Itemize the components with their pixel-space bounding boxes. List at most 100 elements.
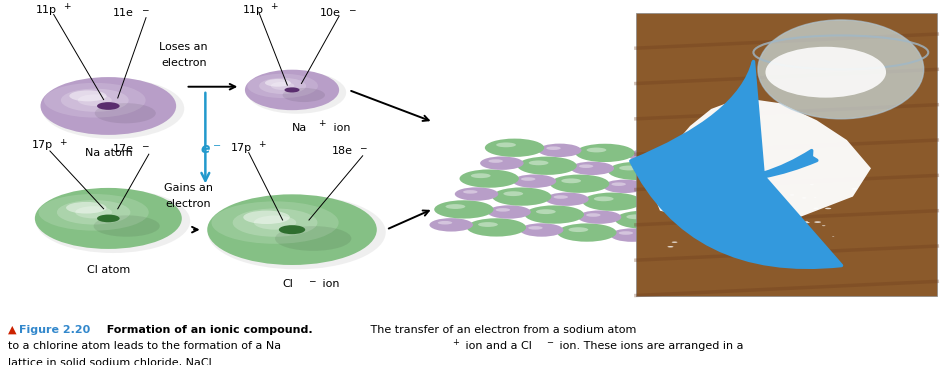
Ellipse shape	[611, 182, 625, 186]
Ellipse shape	[284, 87, 300, 92]
Text: ion: ion	[319, 280, 340, 289]
Text: 11p: 11p	[243, 5, 264, 15]
Ellipse shape	[636, 197, 679, 211]
Text: to a chlorine atom leads to the formation of a Na: to a chlorine atom leads to the formatio…	[8, 341, 281, 351]
Ellipse shape	[755, 241, 759, 242]
Text: −: −	[546, 338, 553, 347]
Ellipse shape	[665, 197, 671, 198]
Text: Formation of an ionic compound.: Formation of an ionic compound.	[99, 325, 313, 335]
Ellipse shape	[758, 20, 924, 119]
Ellipse shape	[478, 222, 498, 227]
Text: Figure 2.20: Figure 2.20	[19, 325, 90, 335]
Polygon shape	[651, 98, 871, 225]
Text: ion and a Cl: ion and a Cl	[462, 341, 531, 351]
Ellipse shape	[804, 221, 808, 222]
Ellipse shape	[628, 149, 672, 162]
Ellipse shape	[247, 71, 347, 114]
Text: Na atom: Na atom	[85, 148, 132, 158]
Ellipse shape	[207, 195, 386, 269]
Text: e: e	[201, 142, 210, 156]
Text: 17p: 17p	[231, 143, 252, 153]
Ellipse shape	[554, 195, 568, 199]
Ellipse shape	[446, 204, 465, 209]
Ellipse shape	[578, 164, 593, 168]
Ellipse shape	[41, 78, 185, 139]
Ellipse shape	[683, 189, 687, 190]
Ellipse shape	[794, 222, 801, 223]
Ellipse shape	[253, 215, 296, 230]
Ellipse shape	[794, 219, 800, 220]
Ellipse shape	[39, 194, 149, 231]
Ellipse shape	[804, 222, 810, 223]
Ellipse shape	[800, 230, 806, 232]
Text: +: +	[452, 338, 459, 347]
Ellipse shape	[693, 203, 698, 204]
Ellipse shape	[619, 231, 633, 235]
Ellipse shape	[697, 192, 704, 193]
Text: Loses an: Loses an	[159, 42, 208, 52]
Ellipse shape	[593, 196, 613, 201]
Ellipse shape	[582, 193, 642, 211]
Ellipse shape	[536, 209, 556, 214]
FancyArrowPatch shape	[202, 93, 209, 181]
Ellipse shape	[766, 47, 886, 98]
Ellipse shape	[545, 192, 589, 206]
Ellipse shape	[615, 211, 674, 229]
Text: electron: electron	[166, 199, 211, 209]
Ellipse shape	[817, 239, 820, 240]
Ellipse shape	[587, 147, 607, 153]
FancyBboxPatch shape	[636, 13, 937, 296]
Ellipse shape	[279, 225, 305, 234]
Ellipse shape	[774, 231, 776, 232]
Ellipse shape	[668, 246, 674, 247]
Ellipse shape	[561, 178, 581, 183]
Ellipse shape	[471, 173, 491, 178]
Ellipse shape	[666, 149, 725, 167]
Ellipse shape	[438, 221, 452, 224]
Ellipse shape	[485, 139, 544, 157]
Ellipse shape	[669, 170, 684, 173]
Ellipse shape	[577, 210, 622, 224]
Ellipse shape	[97, 102, 120, 110]
Text: +: +	[59, 138, 67, 146]
Text: Na: Na	[292, 123, 307, 133]
Ellipse shape	[637, 151, 651, 155]
Ellipse shape	[75, 206, 112, 218]
Ellipse shape	[496, 142, 516, 147]
Ellipse shape	[36, 189, 190, 253]
Ellipse shape	[233, 208, 317, 237]
Ellipse shape	[744, 195, 747, 196]
Ellipse shape	[802, 197, 806, 199]
Ellipse shape	[247, 74, 317, 98]
Ellipse shape	[732, 184, 739, 185]
Ellipse shape	[814, 197, 817, 198]
Text: ▲: ▲	[8, 325, 20, 335]
Text: −: −	[141, 141, 149, 150]
Ellipse shape	[569, 227, 588, 232]
Ellipse shape	[715, 184, 722, 185]
Ellipse shape	[825, 208, 831, 209]
Ellipse shape	[44, 83, 146, 118]
Ellipse shape	[814, 221, 821, 223]
Ellipse shape	[93, 215, 160, 237]
Ellipse shape	[207, 194, 377, 265]
Ellipse shape	[66, 202, 106, 214]
Ellipse shape	[546, 146, 560, 150]
Ellipse shape	[467, 218, 526, 237]
Ellipse shape	[460, 169, 519, 188]
Ellipse shape	[243, 211, 290, 224]
Ellipse shape	[41, 77, 176, 135]
Text: 10e: 10e	[320, 8, 341, 18]
Ellipse shape	[495, 208, 511, 212]
Ellipse shape	[641, 180, 700, 198]
Text: 17e: 17e	[113, 143, 134, 154]
Ellipse shape	[528, 226, 543, 230]
Text: 11p: 11p	[36, 5, 57, 15]
Ellipse shape	[520, 223, 563, 237]
Ellipse shape	[503, 191, 523, 196]
Ellipse shape	[852, 188, 857, 189]
Ellipse shape	[487, 205, 531, 219]
Text: +: +	[318, 119, 326, 128]
Text: +: +	[258, 140, 266, 149]
Ellipse shape	[558, 223, 616, 242]
